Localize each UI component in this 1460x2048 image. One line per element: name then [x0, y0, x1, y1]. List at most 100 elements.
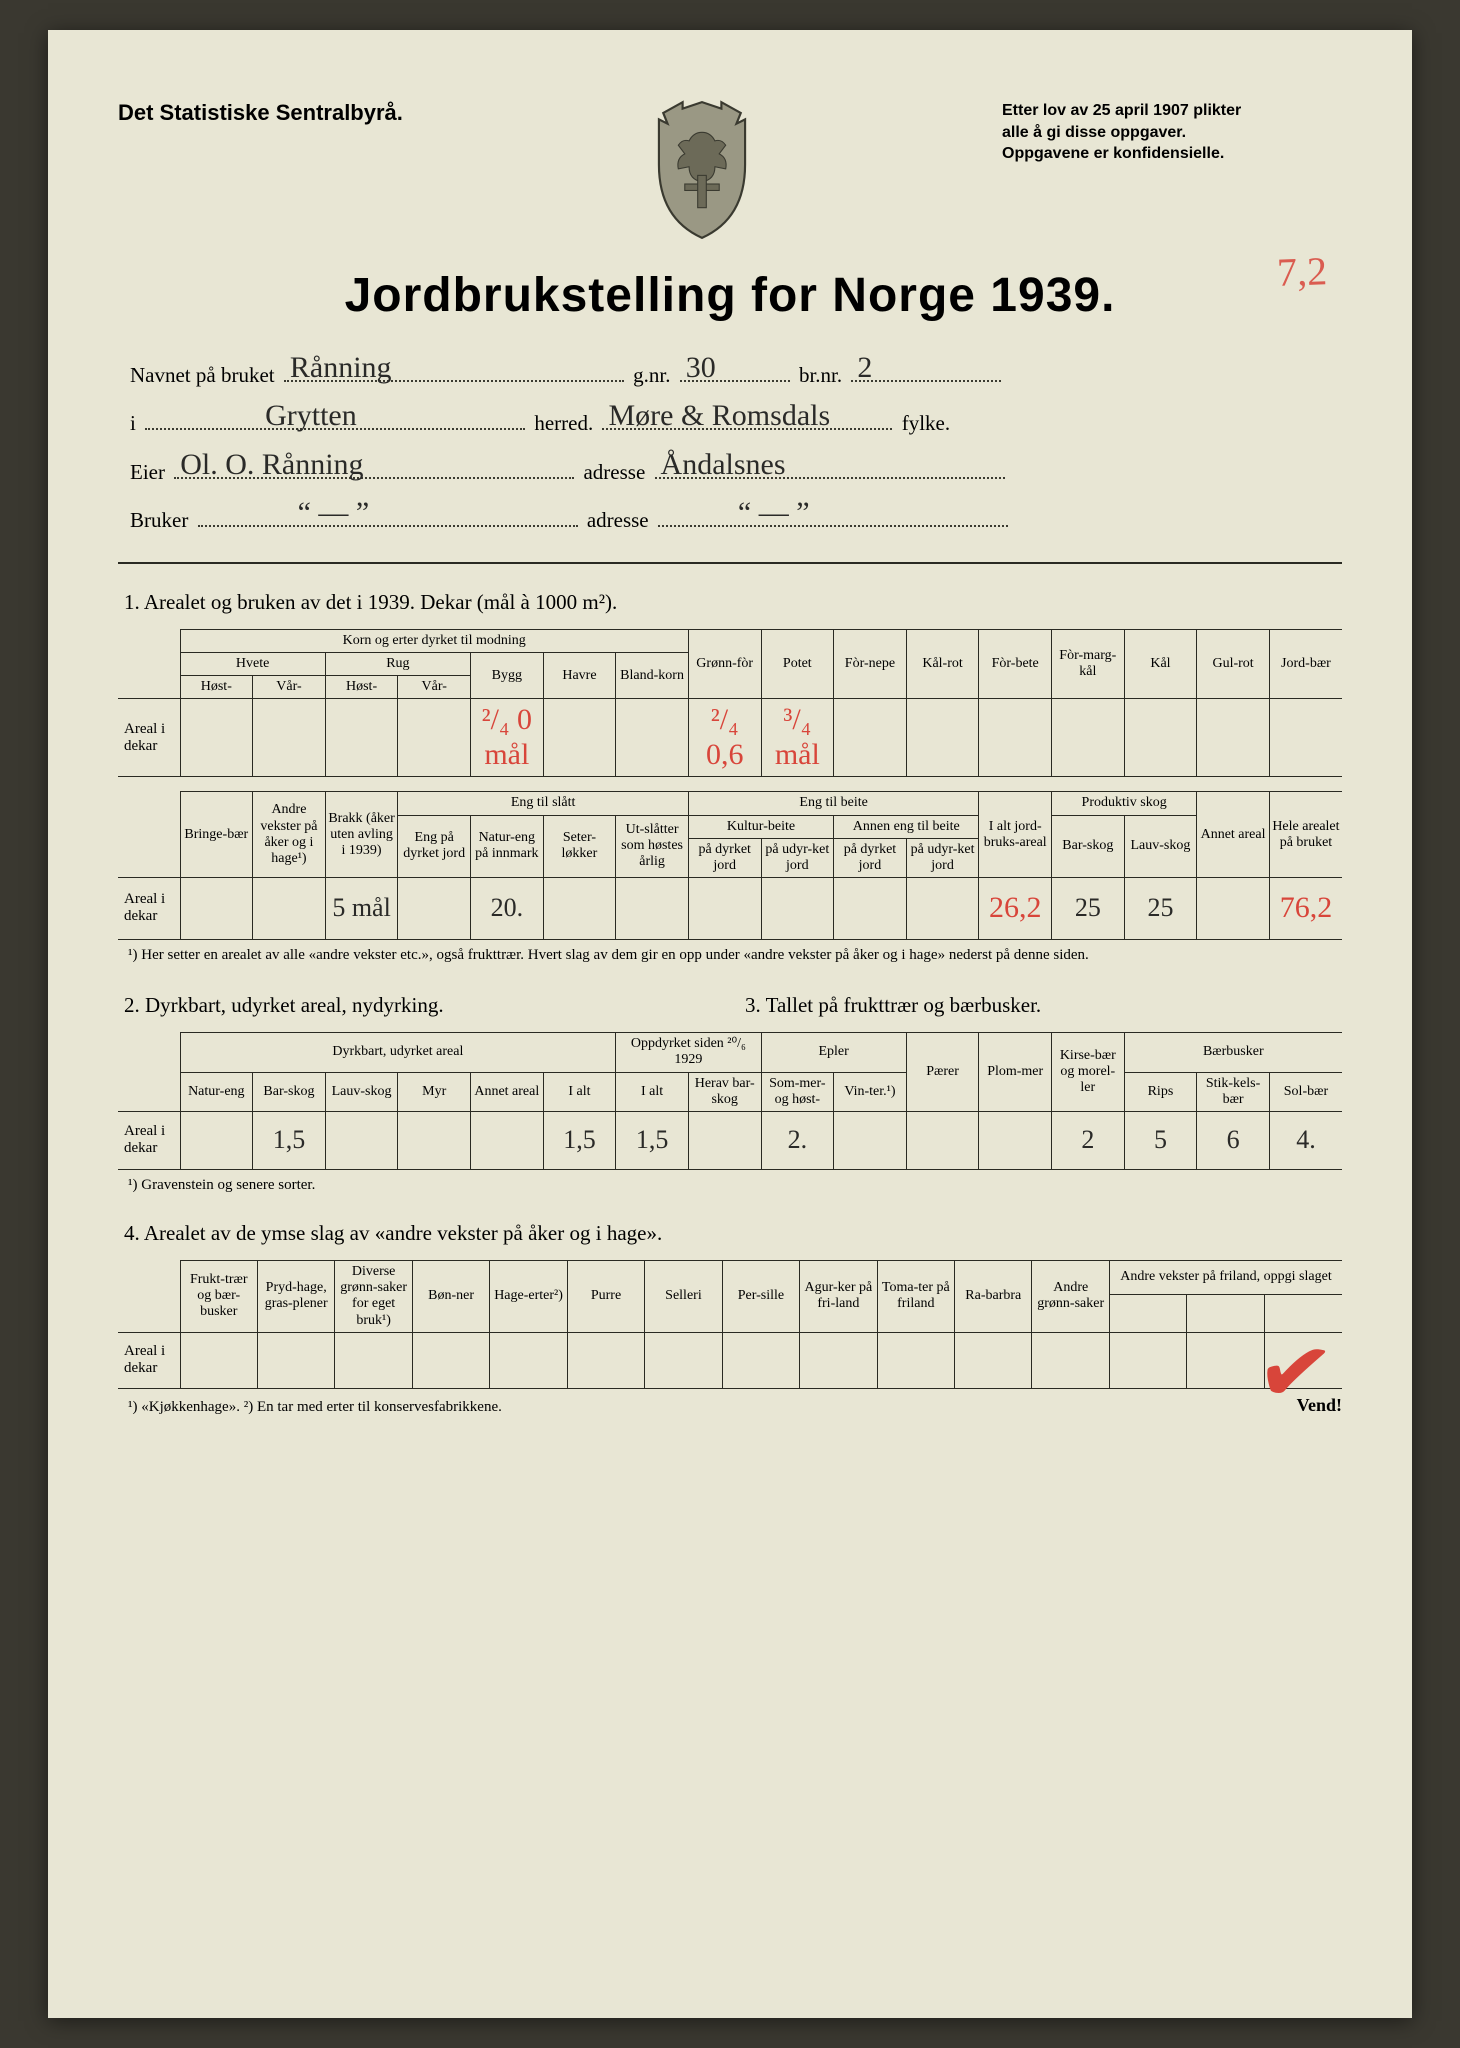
footnote-2: ¹) Gravenstein og senere sorter.: [128, 1176, 1342, 1196]
section4-title: 4. Arealet av de ymse slag av «andre vek…: [124, 1221, 1342, 1246]
th-kulturbeite: Kultur-beite: [688, 815, 833, 838]
cell-kirsebar: 2: [1052, 1111, 1125, 1169]
th-host2: Høst-: [325, 676, 398, 699]
th-barbusker: Bærbusker: [1124, 1033, 1342, 1072]
bruk-value: Rånning: [290, 353, 392, 383]
th-oppdyrket: Oppdyrket siden ²⁰/₆ 1929: [616, 1033, 761, 1072]
pencil-annotation-72: 7,2: [1276, 247, 1328, 296]
th-myr: Myr: [398, 1072, 471, 1111]
cell-barskog2: 1,5: [253, 1111, 326, 1169]
legal-line-1: Etter lov av 25 april 1907 plikter: [1002, 100, 1342, 122]
th-bringebar: Bringe-bær: [180, 792, 253, 877]
th-utslatter: Ut-slåtter som høstes årlig: [616, 815, 689, 877]
cell-lauvskog: 25: [1124, 877, 1197, 939]
cell-stikkels: 6: [1197, 1111, 1270, 1169]
gnr-label: g.nr.: [633, 351, 670, 399]
th-brakk: Brakk (åker uten avling i 1939): [325, 792, 398, 877]
herred-label: herred.: [534, 399, 593, 447]
table-2-3: Dyrkbart, udyrket areal Oppdyrket siden …: [118, 1032, 1342, 1169]
cell-gronnfor: ²/₄ 0,6: [688, 699, 761, 777]
th-solbar: Sol-bær: [1269, 1072, 1342, 1111]
th-rug: Rug: [325, 653, 470, 676]
section3-title: 3. Tallet på frukttrær og bærbusker.: [745, 993, 1342, 1018]
legal-line-2: alle å gi disse oppgaver.: [1002, 122, 1342, 144]
adresse-value: Åndalsnes: [661, 450, 786, 480]
brnr-value: 2: [857, 353, 872, 383]
footnote-1: ¹) Her setter en arealet av alle «andre …: [128, 946, 1342, 966]
th-parer: Pærer: [906, 1033, 979, 1111]
th-tomater: Toma-ter på friland: [877, 1261, 954, 1332]
th-natureng2: Natur-eng: [180, 1072, 253, 1111]
footnote-4: ¹) «Kjøkkenhage». ²) En tar med erter ti…: [128, 1398, 502, 1418]
th-seter: Seter-løkker: [543, 815, 616, 877]
th-gulrot: Gul-rot: [1197, 630, 1270, 699]
th-diverse: Diverse grønn-saker for eget bruk¹): [335, 1261, 412, 1332]
th-kal: Kål: [1124, 630, 1197, 699]
section2-title: 2. Dyrkbart, udyrket areal, nydyrking.: [124, 993, 721, 1018]
header-row: Det Statistiske Sentralbyrå. Etter lov a…: [118, 100, 1342, 240]
th-hele-areal: Hele arealet på bruket: [1269, 792, 1342, 877]
th-pa-udyrket1: på udyr-ket jord: [761, 838, 834, 877]
th-dyrkbart: Dyrkbart, udyrket areal: [180, 1033, 616, 1072]
i-label: i: [130, 399, 136, 447]
cell-ialt2: 1,5: [543, 1111, 616, 1169]
cell-ialt: 26,2: [979, 877, 1052, 939]
cell-oppd-ialt: 1,5: [616, 1111, 689, 1169]
th-persille: Per-sille: [722, 1261, 799, 1332]
legal-line-3: Oppgavene er konfidensielle.: [1002, 143, 1342, 165]
th-stikkels: Stik-kels-bær: [1197, 1072, 1270, 1111]
cell-rips: 5: [1124, 1111, 1197, 1169]
cell-hele: 76,2: [1269, 877, 1342, 939]
gnr-value: 30: [686, 353, 716, 383]
rowlabel-1b: Areal i dekar: [118, 877, 180, 939]
th-selleri: Selleri: [645, 1261, 722, 1332]
th-lauvskog: Lauv-skog: [1124, 815, 1197, 877]
adresse-label: adresse: [583, 448, 645, 496]
cell-solbar: 4.: [1269, 1111, 1342, 1169]
th-frukt: Frukt-trær og bær-busker: [180, 1261, 257, 1332]
brnr-label: br.nr.: [799, 351, 842, 399]
th-kalrot: Kål-rot: [906, 630, 979, 699]
th-forbete: Fòr-bete: [979, 630, 1052, 699]
table-1b: Bringe-bær Andre vekster på åker og i ha…: [118, 791, 1342, 939]
th-barskog2: Bar-skog: [253, 1072, 326, 1111]
rowlabel-2: Areal i dekar: [118, 1111, 180, 1169]
th-lauvskog2: Lauv-skog: [325, 1072, 398, 1111]
red-check-mark: ✔: [1250, 1315, 1339, 1429]
table-1a: Korn og erter dyrket til modning Grønn-f…: [118, 629, 1342, 777]
th-annet-areal: Annet areal: [1197, 792, 1270, 877]
th-purre: Purre: [567, 1261, 644, 1332]
table-4: Frukt-trær og bær-busker Pryd-hage, gras…: [118, 1260, 1342, 1388]
legal-notice: Etter lov av 25 april 1907 plikter alle …: [1002, 100, 1342, 165]
th-agurker: Agur-ker på fri-land: [800, 1261, 877, 1332]
th-andre-gronn: Andre grønn-saker: [1032, 1261, 1109, 1332]
th-pa-udyrket2: på udyr-ket jord: [906, 838, 979, 877]
th-andre-friland: Andre vekster på friland, oppgi slaget: [1109, 1261, 1342, 1294]
th-prydhage: Pryd-hage, gras-plener: [257, 1261, 334, 1332]
th-gronnfor: Grønn-fòr: [688, 630, 761, 699]
rowlabel-4: Areal i dekar: [118, 1332, 180, 1388]
th-host1: Høst-: [180, 676, 253, 699]
document-title: Jordbrukstelling for Norge 1939.: [118, 268, 1342, 323]
coat-of-arms-icon: [647, 100, 757, 240]
th-ialt3: I alt: [616, 1072, 689, 1111]
th-eng-beite: Eng til beite: [688, 792, 979, 815]
th-formargkal: Fòr-marg-kål: [1052, 630, 1125, 699]
cell-brakk: 5 mål: [325, 877, 398, 939]
adresse2-value: “ — ”: [738, 498, 810, 528]
cell-potet: ³/₄ mål: [761, 699, 834, 777]
th-plommer: Plom-mer: [979, 1033, 1052, 1111]
cell-barskog: 25: [1052, 877, 1125, 939]
th-annet2: Annet areal: [471, 1072, 544, 1111]
th-prod-skog: Produktiv skog: [1052, 792, 1197, 815]
fylke-value: Møre & Romsdals: [608, 401, 830, 431]
th-hageerter: Hage-erter²): [490, 1261, 567, 1332]
bruker-value: “ — ”: [298, 498, 370, 528]
th-vaar2: Vår-: [398, 676, 471, 699]
th-rabarbra: Ra-barbra: [955, 1261, 1032, 1332]
cell-sommer: 2.: [761, 1111, 834, 1169]
eier-value: Ol. O. Rånning: [180, 450, 363, 480]
cell-bygg: ²/₄ 0 mål: [471, 699, 544, 777]
th-vinter: Vin-ter.¹): [834, 1072, 907, 1111]
th-pa-dyrket2: på dyrket jord: [834, 838, 907, 877]
